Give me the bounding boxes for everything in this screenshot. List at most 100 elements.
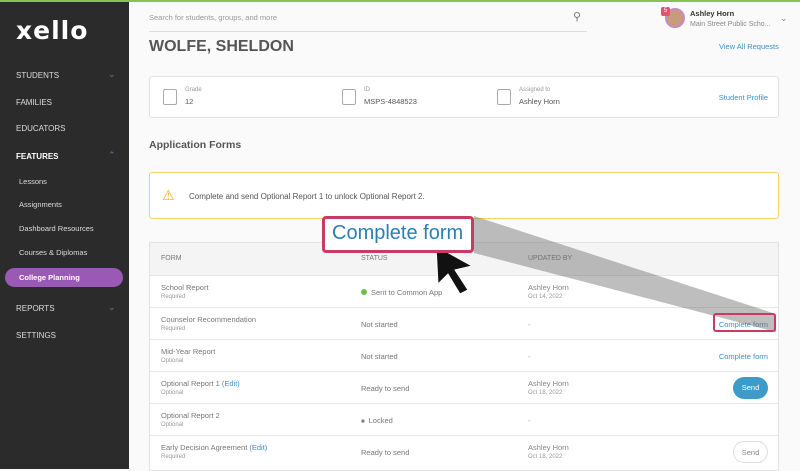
nav-college-planning[interactable]: College Planning — [5, 268, 123, 287]
updated-by: - — [528, 416, 531, 425]
check-icon — [361, 289, 367, 295]
chevron-down-icon[interactable]: ⌄ — [780, 13, 788, 23]
chevron-down-icon[interactable]: ⌄ — [108, 69, 116, 79]
nav-settings[interactable]: SETTINGS — [16, 331, 57, 340]
id-value: MSPS-4848523 — [364, 97, 417, 106]
search-icon[interactable]: ⚲ — [572, 11, 581, 23]
nav-students[interactable]: STUDENTS — [16, 71, 60, 80]
form-requirement: Required — [161, 294, 186, 300]
complete-form-link[interactable]: Complete form — [718, 352, 768, 361]
nav-reports[interactable]: REPORTS — [16, 304, 55, 313]
form-name-text: School Report — [161, 283, 209, 292]
student-profile-link[interactable]: Student Profile — [718, 93, 768, 102]
lock-icon: ■ — [361, 419, 365, 425]
search-placeholder: Search for students, groups, and more — [149, 13, 277, 22]
form-name: Optional Report 2 — [161, 411, 220, 420]
nav-lessons[interactable]: Lessons — [19, 177, 47, 186]
table-row: Optional Report 1 (Edit) Optional Ready to… — [150, 371, 778, 403]
highlight-box — [713, 313, 776, 332]
table-row: Optional Report 2 Optional ■ Locked - — [150, 403, 778, 435]
user-school: Main Street Public Scho... — [690, 21, 771, 28]
page-title: WOLFE, SHELDON — [149, 38, 294, 55]
avatar[interactable]: 5 — [661, 7, 685, 28]
id-card-icon — [342, 89, 356, 105]
form-status: Sent to Common App — [361, 288, 442, 297]
nav-dashboard-resources[interactable]: Dashboard Resources — [19, 224, 94, 233]
complete-form-link[interactable]: Complete form — [718, 320, 768, 329]
form-name-text: Optional Report 1 — [161, 379, 220, 388]
updated-date: Oct 14, 2022 — [528, 294, 563, 300]
assigned-label: Assigned to — [519, 87, 551, 93]
updated-date: Oct 18, 2022 — [528, 390, 563, 396]
counselor-icon — [497, 89, 511, 105]
form-requirement: Required — [161, 454, 186, 460]
form-name-text: Optional Report 2 — [161, 411, 220, 420]
chevron-up-icon[interactable]: ⌃ — [108, 150, 116, 160]
table-row: School Report Required Sent to Common App A… — [150, 275, 778, 307]
callout-zoom: Complete form — [322, 216, 474, 253]
form-name: Optional Report 1 (Edit) — [161, 379, 240, 388]
updated-date: Oct 18, 2022 — [528, 454, 563, 460]
form-name-text: Mid-Year Report — [161, 347, 216, 356]
table-row: Early Decision Agreement (Edit) Required R… — [150, 435, 778, 467]
form-name: School Report — [161, 283, 209, 292]
send-button[interactable]: Send — [733, 441, 768, 463]
nav-educators[interactable]: EDUCATORS — [16, 124, 66, 133]
edit-link[interactable]: (Edit) — [221, 379, 240, 388]
view-all-requests-link[interactable]: View All Requests — [719, 42, 779, 51]
col-form: FORM — [161, 255, 182, 262]
grade-label: Grade — [185, 87, 202, 93]
form-status: ■ Locked — [361, 416, 393, 425]
edit-link[interactable]: (Edit) — [249, 443, 268, 452]
grade-value: 12 — [185, 97, 194, 106]
col-updated-by: UPDATED BY — [528, 255, 572, 262]
updated-by: Ashley Horn — [528, 283, 569, 292]
table-row: Mid-Year Report Optional Not started - Compl… — [150, 339, 778, 371]
form-status: Ready to send — [361, 384, 409, 393]
cursor-arrow-icon — [435, 245, 474, 295]
form-requirement: Required — [161, 326, 186, 332]
form-status: Ready to send — [361, 448, 409, 457]
form-name: Early Decision Agreement (Edit) — [161, 443, 267, 452]
form-name: Counselor Recommendation — [161, 315, 256, 324]
updated-by: - — [528, 352, 531, 361]
nav-courses-diplomas[interactable]: Courses & Diplomas — [19, 248, 88, 257]
status-text: Not started — [361, 352, 398, 361]
form-status: Not started — [361, 320, 398, 329]
form-requirement: Optional — [161, 358, 184, 364]
form-requirement: Optional — [161, 390, 184, 396]
status-text: Ready to send — [361, 448, 410, 457]
col-status: STATUS — [361, 255, 388, 262]
form-name-text: Early Decision Agreement — [161, 443, 248, 452]
main-content: Search for students, groups, and more ⚲ 5… — [129, 2, 800, 471]
table-row: Counselor Recommendation Required Not star… — [150, 307, 778, 339]
notification-badge: 5 — [661, 7, 670, 16]
updated-by: Ashley Horn — [528, 443, 569, 452]
chevron-down-icon[interactable]: ⌄ — [108, 302, 116, 312]
search-input[interactable]: Search for students, groups, and more ⚲ — [149, 10, 587, 32]
updated-by: - — [528, 320, 531, 329]
grade-icon — [163, 89, 177, 105]
user-menu[interactable]: 5 Ashley Horn Main Street Public Scho...… — [661, 6, 795, 32]
alert-text: Complete and send Optional Report 1 to u… — [189, 192, 425, 201]
form-name-text: Counselor Recommendation — [161, 315, 257, 324]
status-text: Sent to Common App — [371, 288, 443, 297]
form-status: Not started — [361, 352, 398, 361]
section-title: Application Forms — [149, 139, 242, 151]
nav-features[interactable]: FEATURES — [16, 152, 59, 161]
warning-icon: ⚠ — [162, 187, 175, 203]
xello-logo: xello — [16, 16, 89, 45]
forms-table: FORM STATUS UPDATED BY School Report Requ… — [149, 242, 779, 471]
nav-assignments[interactable]: Assignments — [19, 200, 62, 209]
status-text: Ready to send — [361, 384, 410, 393]
user-name: Ashley Horn — [690, 9, 735, 18]
send-button[interactable]: Send — [733, 377, 768, 399]
status-text: Not started — [361, 320, 398, 329]
callout-beam — [474, 216, 776, 332]
id-label: ID — [364, 87, 370, 93]
updated-by: Ashley Horn — [528, 379, 569, 388]
nav-families[interactable]: FAMILIES — [16, 98, 53, 107]
sidebar: xello STUDENTS ⌄ FAMILIES EDUCATORS FEATU… — [0, 2, 129, 469]
status-text: Locked — [368, 416, 393, 425]
